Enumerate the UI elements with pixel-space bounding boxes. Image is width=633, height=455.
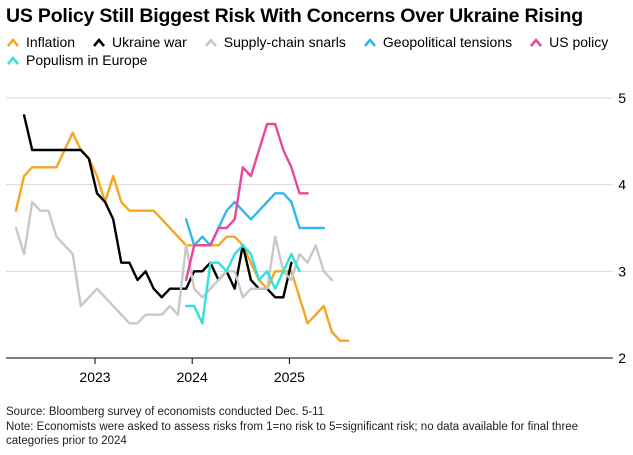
y-tick-label: 3: [618, 263, 626, 279]
series-line-inflation: [14, 131, 350, 342]
legend-check-icon: [204, 37, 217, 47]
footnote: Source: Bloomberg survey of economists c…: [6, 405, 626, 449]
x-tick-label: 2023: [79, 369, 110, 385]
y-tick-label: 5: [618, 90, 626, 106]
legend-check-icon: [363, 37, 376, 47]
note-text: Note: Economists were asked to assess ri…: [6, 420, 579, 448]
series-line-geopolitical-tensions: [184, 192, 325, 247]
line-chart: 2 3 4 5 2023 2024 2025: [6, 90, 626, 385]
grid: [6, 97, 613, 359]
series-line-supply-chain-snarls: [14, 200, 334, 325]
legend-label: Supply-chain snarls: [223, 34, 346, 50]
series-line-ukraine-war: [22, 114, 293, 299]
legend-item-ukraine-war: Ukraine war: [92, 34, 187, 50]
legend-label: Populism in Europe: [26, 52, 148, 68]
legend-check-icon: [530, 37, 543, 47]
x-tick-label: 2025: [274, 369, 305, 385]
legend: Inflation Ukraine war Supply-chain snarl…: [6, 33, 631, 69]
legend-row-2: Populism in Europe: [6, 51, 631, 69]
y-tick-label: 4: [618, 177, 626, 193]
series-line-us-policy: [184, 122, 309, 282]
legend-check-icon: [7, 55, 19, 65]
x-tick-label: 2024: [177, 369, 208, 385]
series-line-populism-in-europe: [184, 244, 301, 325]
source-text: Source: Bloomberg survey of economists c…: [6, 406, 325, 418]
legend-label: US policy: [549, 34, 609, 50]
chart-title: US Policy Still Biggest Risk With Concer…: [6, 5, 583, 27]
legend-row-1: Inflation Ukraine war Supply-chain snarl…: [6, 33, 631, 51]
legend-label: Geopolitical tensions: [382, 34, 513, 50]
legend-item-populism: Populism in Europe: [6, 52, 147, 68]
legend-check-icon: [93, 37, 106, 47]
legend-label: Inflation: [26, 34, 76, 50]
axis: 2 3 4 5 2023 2024 2025: [79, 90, 626, 385]
legend-check-icon: [7, 37, 19, 47]
y-tick-label: 2: [618, 350, 626, 366]
legend-item-inflation: Inflation: [6, 34, 75, 50]
legend-item-geopolitical: Geopolitical tensions: [363, 34, 512, 50]
legend-label: Ukraine war: [112, 34, 187, 50]
legend-item-us-policy: US policy: [529, 34, 608, 50]
series-lines: [14, 114, 350, 342]
legend-item-supply-chain: Supply-chain snarls: [204, 34, 346, 50]
